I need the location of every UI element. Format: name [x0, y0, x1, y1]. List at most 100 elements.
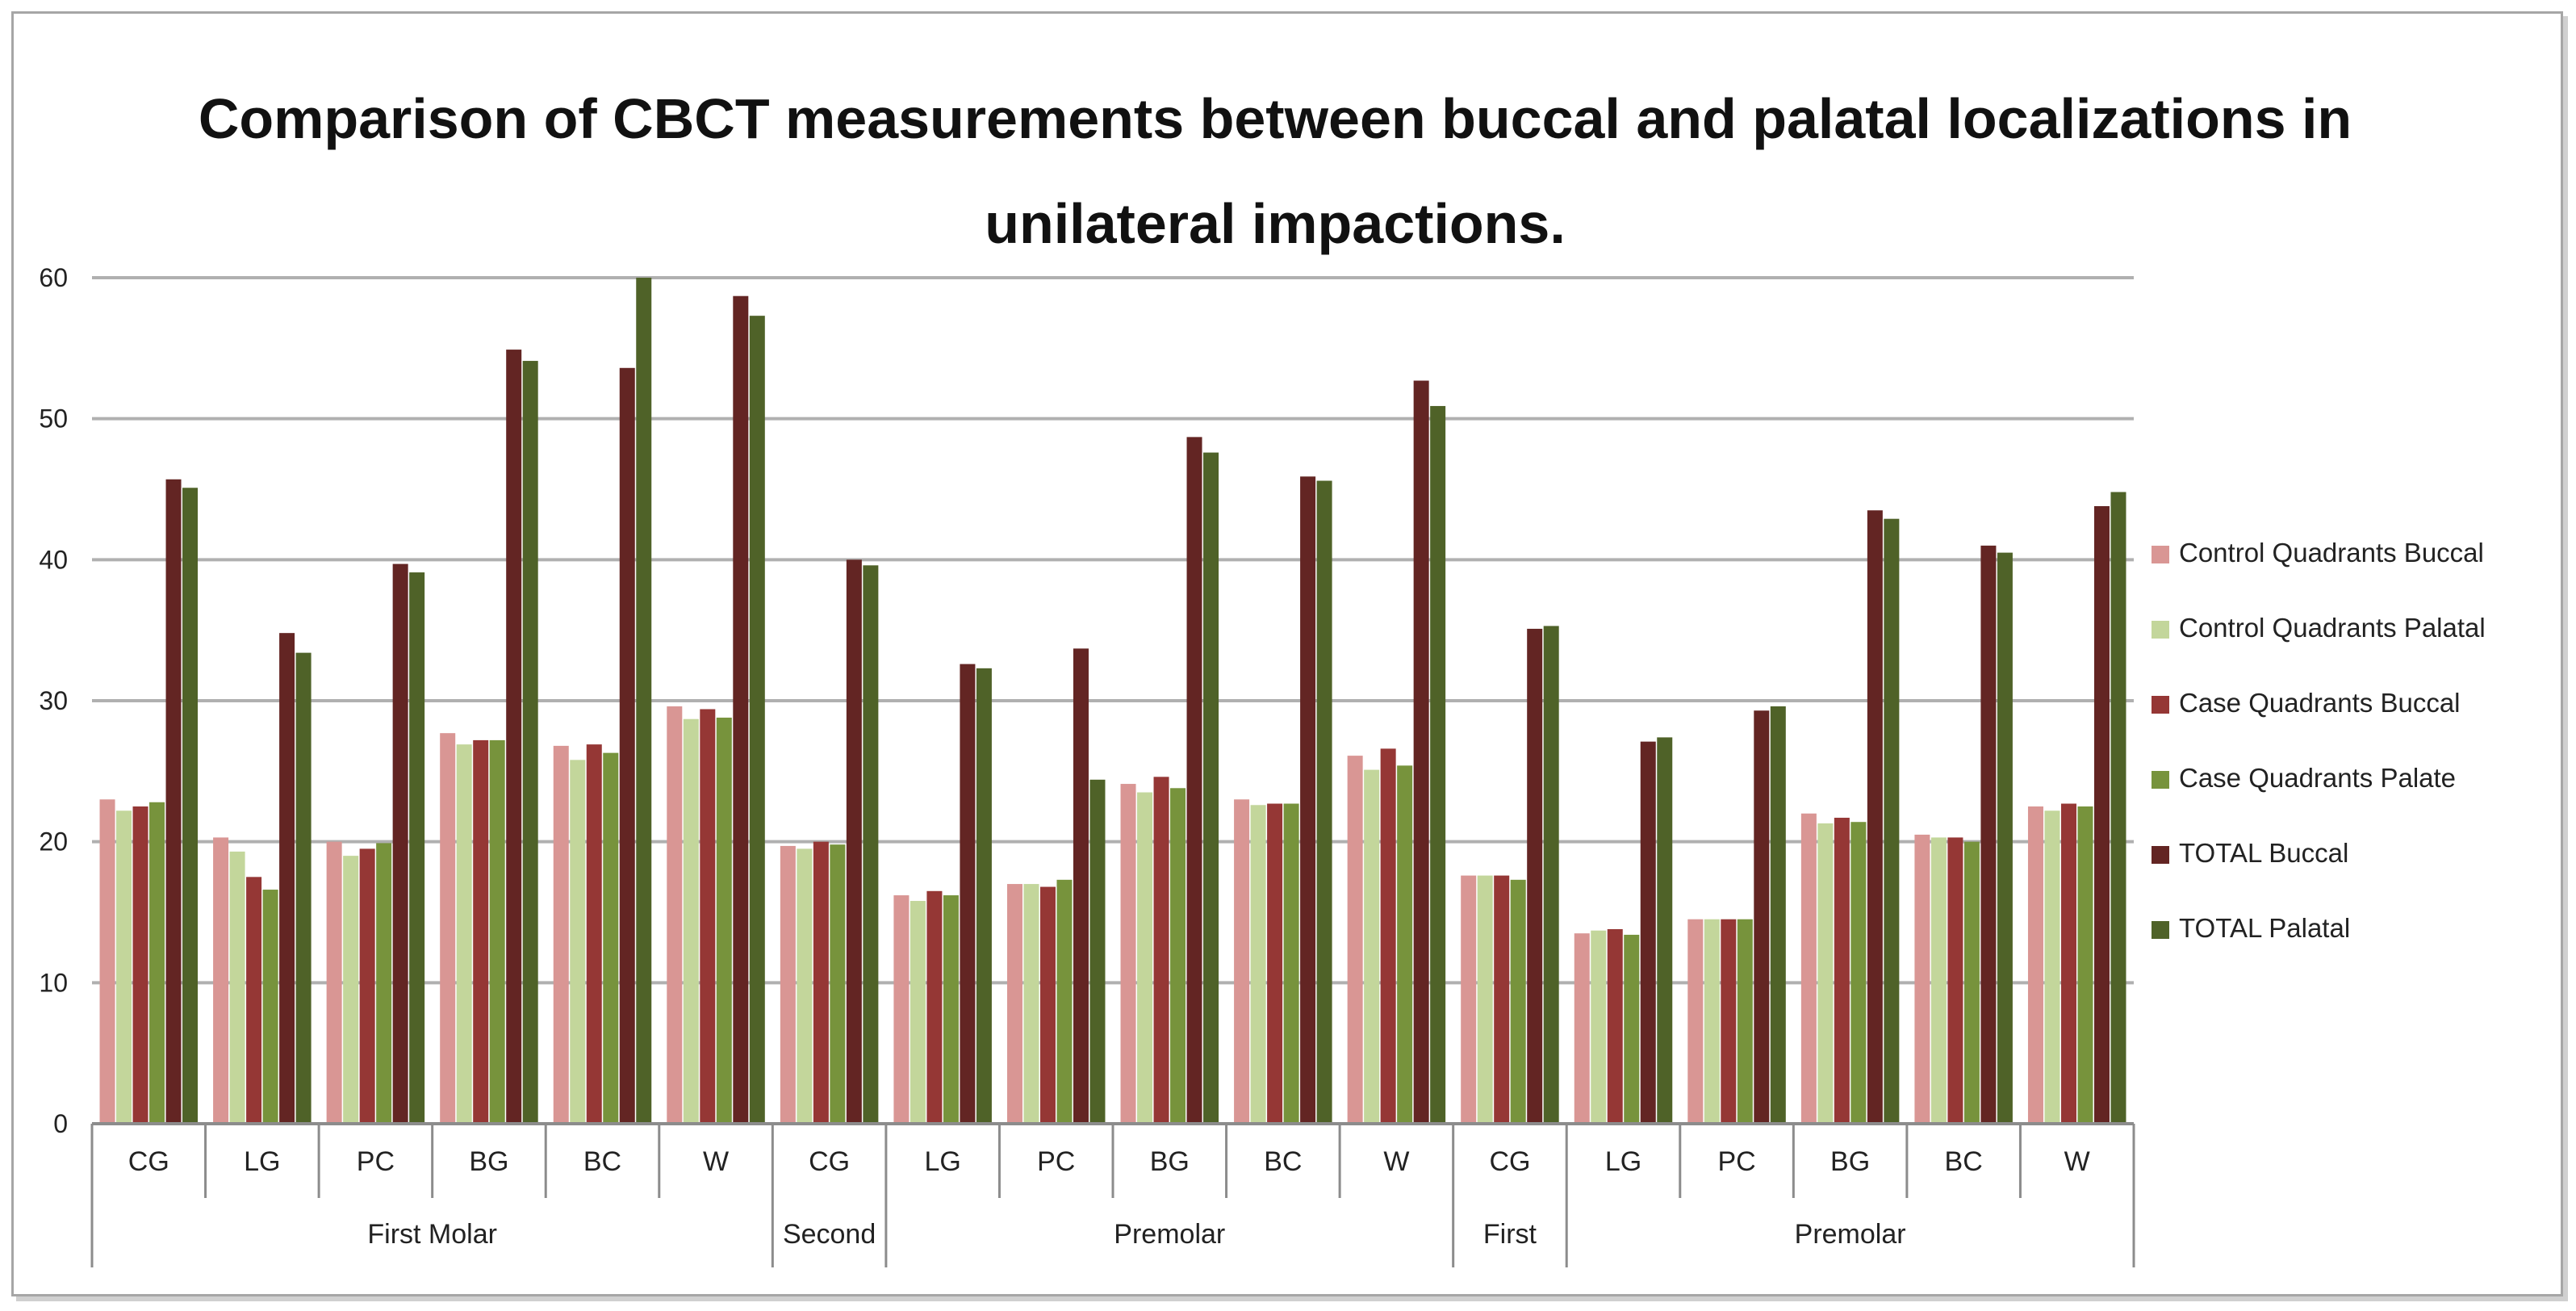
- bar: [522, 361, 538, 1124]
- bar: [1737, 919, 1753, 1124]
- bar: [1477, 875, 1493, 1124]
- category-label: W: [703, 1146, 729, 1177]
- legend-swatch: [2152, 621, 2169, 639]
- y-tick-label: 0: [53, 1109, 68, 1138]
- category-label: LG: [924, 1146, 960, 1177]
- bar: [1023, 884, 1039, 1124]
- y-tick-label: 30: [39, 686, 68, 715]
- bar: [976, 668, 992, 1124]
- bar: [960, 664, 976, 1124]
- group-label: First Molar: [367, 1219, 497, 1250]
- bar: [553, 745, 569, 1124]
- bar: [1137, 792, 1153, 1124]
- bar: [1527, 628, 1543, 1124]
- bars: [99, 278, 2126, 1125]
- bar: [343, 856, 359, 1124]
- legend-label: Control Quadrants Palatal: [2179, 613, 2486, 643]
- category-label: BC: [583, 1146, 621, 1177]
- bar: [1364, 769, 1380, 1124]
- category-label: PC: [1717, 1146, 1755, 1177]
- bar: [1607, 928, 1623, 1124]
- group-label: First: [1483, 1219, 1537, 1250]
- bar: [1494, 875, 1510, 1124]
- bar: [1430, 405, 1446, 1124]
- bar: [1834, 817, 1850, 1124]
- bar: [376, 843, 392, 1124]
- legend-swatch: [2152, 546, 2169, 563]
- bar: [1624, 934, 1640, 1124]
- group-label: Premolar: [1795, 1219, 1906, 1250]
- bar: [926, 890, 943, 1124]
- bar: [1770, 706, 1786, 1124]
- bar: [1300, 476, 1316, 1124]
- bar: [1687, 919, 1704, 1124]
- bar: [2027, 806, 2043, 1124]
- bar: [473, 739, 489, 1124]
- bar: [1543, 626, 1559, 1124]
- y-tick-label: 20: [39, 827, 68, 857]
- category-label: BG: [1830, 1146, 1870, 1177]
- bar: [456, 744, 472, 1124]
- category-label: W: [2064, 1146, 2090, 1177]
- bar: [603, 752, 619, 1124]
- bar: [165, 479, 182, 1124]
- category-label: LG: [244, 1146, 280, 1177]
- bar: [830, 844, 846, 1124]
- bar: [132, 806, 148, 1124]
- legend-label: Case Quadrants Palate: [2179, 763, 2456, 793]
- bar: [1574, 933, 1590, 1124]
- bar: [1850, 822, 1867, 1124]
- bar: [279, 633, 295, 1124]
- legend-swatch: [2152, 921, 2169, 939]
- bar: [1867, 510, 1883, 1124]
- gridlines: [92, 276, 2134, 985]
- bar: [506, 350, 522, 1125]
- bar: [667, 706, 683, 1124]
- legend-label: TOTAL Buccal: [2179, 838, 2348, 868]
- group-label: Second: [783, 1219, 876, 1250]
- legend-swatch: [2152, 696, 2169, 714]
- category-label: BG: [1150, 1146, 1190, 1177]
- bar: [1347, 756, 1363, 1124]
- bar: [392, 563, 408, 1124]
- bar: [780, 845, 796, 1124]
- bar: [1721, 919, 1737, 1124]
- bar: [440, 733, 456, 1124]
- category-label: CG: [809, 1146, 850, 1177]
- bar: [1461, 875, 1477, 1124]
- category-label: PC: [1037, 1146, 1075, 1177]
- bar: [1884, 518, 1900, 1124]
- legend-swatch: [2152, 846, 2169, 864]
- category-label: BC: [1945, 1146, 1983, 1177]
- bar: [749, 316, 765, 1124]
- chart-title: Comparison of CBCT measurements between …: [198, 87, 2352, 255]
- y-axis-ticks: 0 10 20 30 40 50 60: [39, 263, 68, 1138]
- bar: [943, 895, 959, 1124]
- bar: [1153, 777, 1169, 1124]
- bar: [1170, 788, 1186, 1124]
- category-label: W: [1383, 1146, 1409, 1177]
- bar: [1980, 545, 1997, 1124]
- bar: [619, 367, 635, 1125]
- bar: [1039, 886, 1056, 1124]
- y-tick-label: 50: [39, 404, 68, 434]
- group-label: Premolar: [1114, 1219, 1225, 1250]
- bar: [1510, 879, 1526, 1124]
- bar: [2093, 505, 2110, 1124]
- bar: [1591, 930, 1607, 1124]
- bar: [409, 572, 425, 1124]
- bar: [149, 802, 165, 1124]
- bar: [1006, 884, 1022, 1124]
- bar: [1250, 805, 1266, 1124]
- bar: [1267, 803, 1283, 1124]
- bar: [570, 760, 586, 1124]
- legend: Control Quadrants Buccal Control Quadrant…: [2152, 538, 2486, 943]
- bar: [213, 837, 229, 1124]
- x-axis: CG LG PC BG BC W CG LG PC BG BC W CG LG PC BG BC W First M…: [90, 1122, 2135, 1267]
- bar: [1754, 710, 1770, 1124]
- bar: [813, 841, 829, 1124]
- bar: [1963, 841, 1980, 1124]
- bar: [586, 744, 602, 1124]
- bar: [636, 278, 652, 1124]
- bar: [1657, 737, 1673, 1124]
